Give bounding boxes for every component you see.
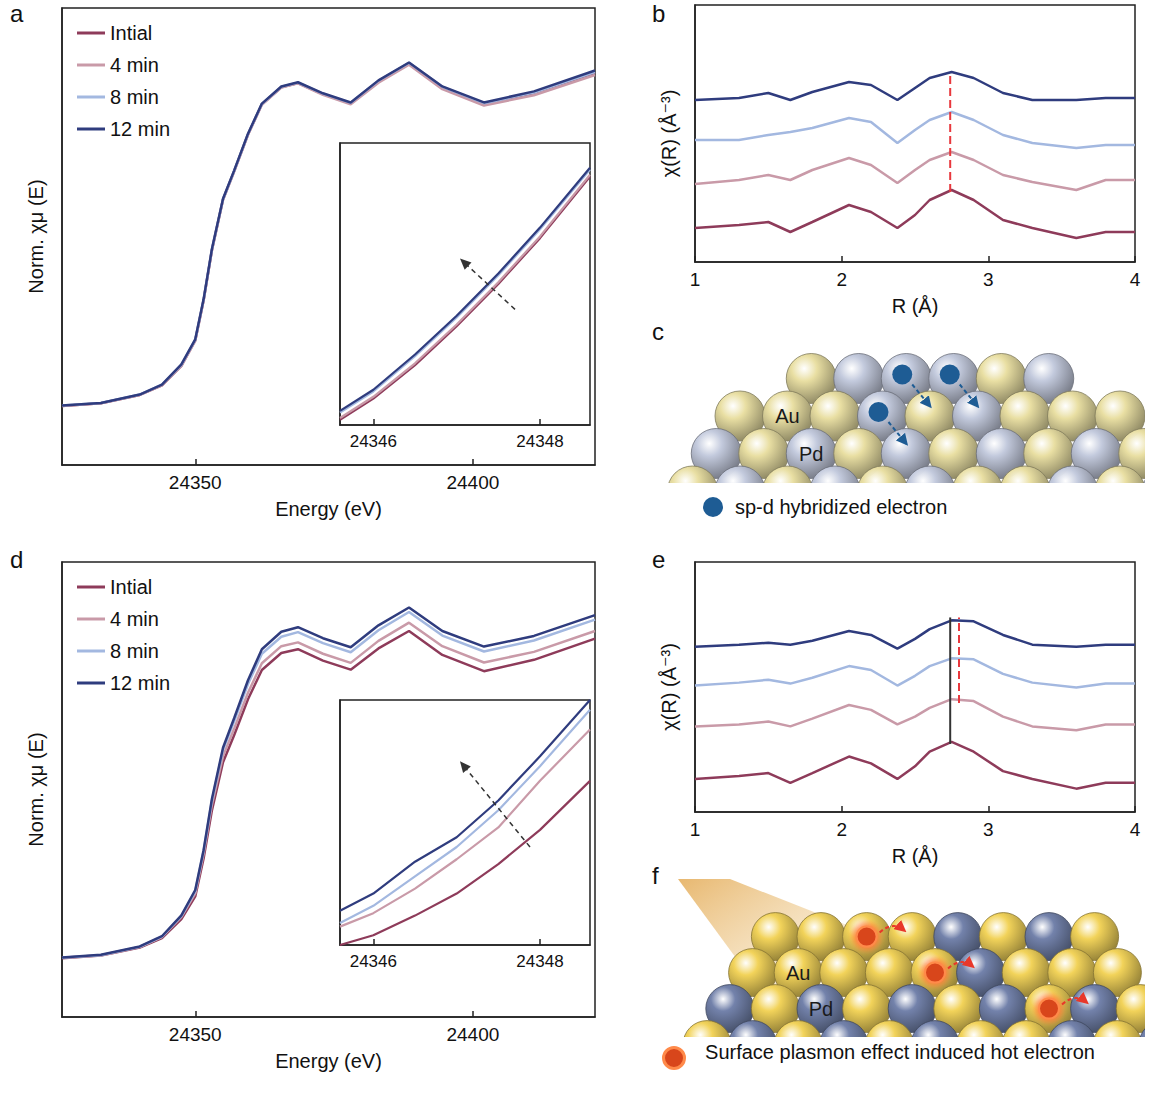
html-text:e: e bbox=[652, 546, 666, 573]
svg-text:1: 1 bbox=[690, 819, 701, 840]
svg-text:4 min: 4 min bbox=[110, 608, 159, 630]
svg-text:Pd: Pd bbox=[799, 443, 823, 465]
svg-text:4: 4 bbox=[1130, 269, 1141, 290]
svg-text:Pd: Pd bbox=[809, 998, 833, 1020]
svg-text:Norm. χμ (E): Norm. χμ (E) bbox=[25, 732, 47, 846]
svg-text:12 min: 12 min bbox=[110, 118, 170, 140]
html-text:sp-d hybridized electron: sp-d hybridized electron bbox=[735, 496, 948, 518]
svg-text:Energy (eV): Energy (eV) bbox=[275, 1050, 382, 1072]
svg-text:R (Å): R (Å) bbox=[892, 845, 939, 867]
svg-text:3: 3 bbox=[983, 819, 994, 840]
svg-text:χ(R) (Å⁻³): χ(R) (Å⁻³) bbox=[658, 90, 680, 178]
svg-text:8 min: 8 min bbox=[110, 86, 159, 108]
svg-text:24348: 24348 bbox=[516, 432, 563, 451]
svg-text:Au: Au bbox=[775, 405, 799, 427]
html-text:c: c bbox=[652, 318, 664, 345]
svg-text:24350: 24350 bbox=[169, 472, 222, 493]
html-text:b: b bbox=[652, 0, 666, 27]
svg-text:24348: 24348 bbox=[516, 952, 563, 971]
svg-text:1: 1 bbox=[690, 269, 701, 290]
svg-text:24400: 24400 bbox=[446, 1024, 499, 1045]
svg-text:24346: 24346 bbox=[350, 952, 397, 971]
svg-text:24350: 24350 bbox=[169, 1024, 222, 1045]
svg-text:χ(R) (Å⁻³): χ(R) (Å⁻³) bbox=[658, 643, 680, 731]
html-text:d: d bbox=[10, 546, 24, 573]
svg-text:Au: Au bbox=[786, 962, 810, 984]
svg-text:4 min: 4 min bbox=[110, 54, 159, 76]
svg-text:Norm. χμ (E): Norm. χμ (E) bbox=[25, 179, 47, 293]
svg-text:3: 3 bbox=[983, 269, 994, 290]
svg-text:Intial: Intial bbox=[110, 22, 152, 44]
svg-text:Intial: Intial bbox=[110, 576, 152, 598]
svg-text:12 min: 12 min bbox=[110, 672, 170, 694]
svg-text:2: 2 bbox=[836, 819, 847, 840]
svg-text:Energy (eV): Energy (eV) bbox=[275, 498, 382, 520]
svg-text:24346: 24346 bbox=[350, 432, 397, 451]
html-text:Surface plasmon effect induced: Surface plasmon effect induced hot elect… bbox=[705, 1041, 1095, 1063]
html-text:a: a bbox=[10, 0, 24, 27]
svg-text:8 min: 8 min bbox=[110, 640, 159, 662]
html-text:f: f bbox=[652, 862, 659, 889]
svg-text:R (Å): R (Å) bbox=[892, 295, 939, 317]
svg-text:2: 2 bbox=[836, 269, 847, 290]
svg-text:24400: 24400 bbox=[446, 472, 499, 493]
svg-text:4: 4 bbox=[1130, 819, 1141, 840]
